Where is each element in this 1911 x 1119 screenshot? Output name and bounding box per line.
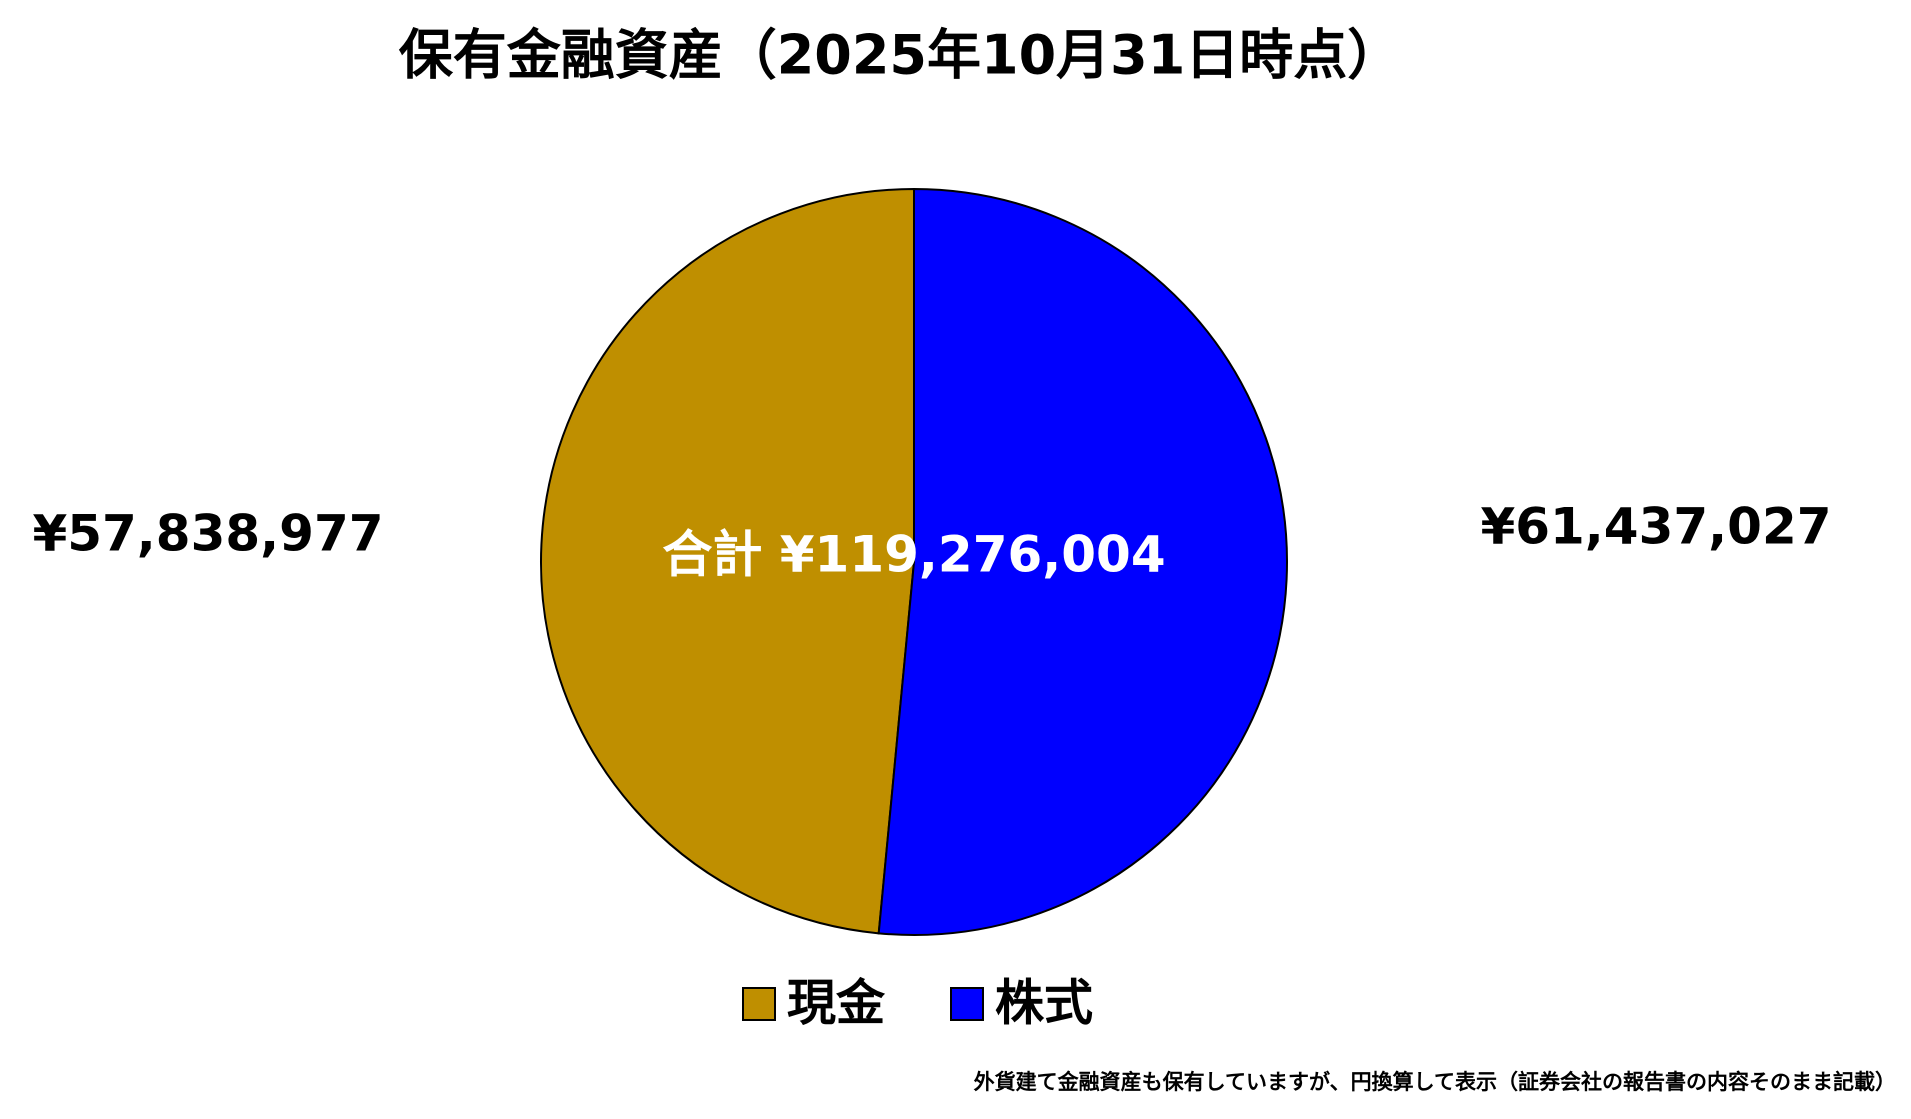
legend-label: 株式 <box>995 975 1093 1032</box>
legend-label: 現金 <box>787 975 886 1032</box>
footnote: 外貨建て金融資産も保有していますが、円換算して表示（証券会社の報告書の内容そのま… <box>974 1070 1896 1094</box>
value-label: ¥57,838,977 <box>32 505 383 563</box>
value-label: ¥61,437,027 <box>1480 498 1831 556</box>
total-label: 合計 ¥119,276,004 <box>662 526 1165 584</box>
legend-swatch <box>742 987 776 1021</box>
pie-slice <box>877 187 1288 936</box>
chart-title: 保有金融資産（2025年10月31日時点） <box>399 24 1402 87</box>
legend-swatch <box>950 987 984 1021</box>
pie-slice <box>540 187 915 935</box>
